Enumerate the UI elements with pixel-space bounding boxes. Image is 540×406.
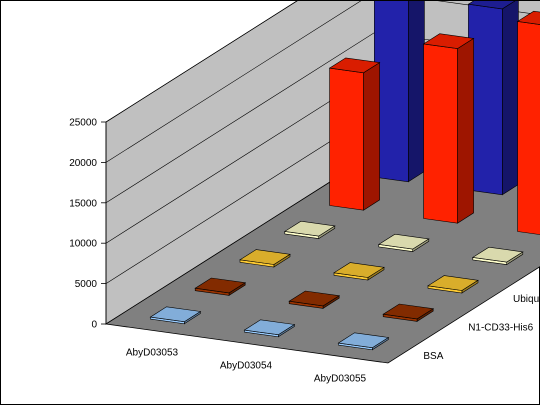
bar-top: [422, 33, 475, 49]
bar-top: [471, 246, 524, 263]
bar: [194, 277, 247, 296]
y-tick-label: 25000: [69, 118, 97, 129]
bar-top: [516, 10, 540, 25]
bar: [377, 233, 430, 253]
bar: [288, 290, 341, 309]
bar-front: [423, 43, 458, 224]
bar-side: [363, 62, 380, 211]
bar-top: [467, 1, 516, 10]
bar: [471, 246, 524, 266]
bar: [243, 319, 296, 338]
y-tick-label: 15000: [69, 198, 97, 209]
bar: [333, 262, 385, 281]
bar: [374, 1, 425, 183]
bar-top: [382, 303, 435, 320]
gridline: [105, 1, 298, 123]
chart-axes: [101, 121, 107, 325]
bar: [427, 275, 479, 294]
bar: [516, 10, 540, 235]
gridline: [105, 1, 540, 163]
category-label: AbyD03055: [314, 374, 367, 385]
y-tick-label: 20000: [69, 158, 97, 169]
bar-front: [329, 67, 364, 211]
chart-bars: [149, 1, 540, 351]
bar-side: [501, 1, 519, 196]
bar-top: [328, 57, 381, 74]
bar-side: [457, 37, 474, 224]
category-label: AbyD03053: [126, 348, 179, 359]
bar-top: [149, 306, 202, 323]
bar-side: [407, 1, 425, 183]
series-label: N1-CD33-His6: [468, 322, 533, 333]
bar: [467, 1, 519, 196]
series-label: Ubiquitin-His6: [513, 294, 540, 305]
y-tick-label: 5000: [75, 279, 98, 290]
bar: [149, 306, 202, 325]
y-tick-label: 10000: [69, 239, 97, 250]
bar-top: [194, 277, 247, 294]
bar-top: [243, 319, 296, 336]
category-label: AbyD03054: [220, 361, 273, 372]
bar-top: [333, 262, 385, 278]
bar-front: [374, 1, 409, 183]
bar-top: [337, 332, 390, 349]
bar: [239, 249, 291, 268]
bar-top: [427, 275, 479, 291]
bar-top: [377, 233, 430, 250]
series-label: BSA: [423, 351, 443, 362]
bar: [283, 220, 336, 240]
bar-top: [283, 220, 336, 237]
bar: [337, 332, 390, 351]
bar: [422, 33, 475, 224]
y-tick-label: 0: [91, 320, 97, 331]
bar-front: [517, 21, 540, 235]
bar-top: [288, 290, 341, 307]
bar: [382, 303, 435, 322]
bar-top: [239, 249, 291, 265]
chart-labels: 0 5000 10000 15000 20000 25000 AbyD03053 AbyD03…: [69, 118, 540, 385]
bar: [328, 57, 381, 211]
